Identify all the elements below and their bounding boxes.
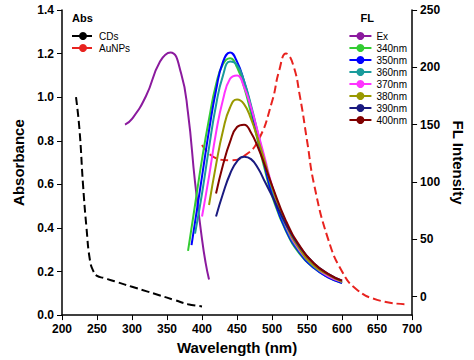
svg-text:FL Intensity: FL Intensity [450,121,467,206]
svg-text:CDs: CDs [99,31,118,42]
svg-text:Absorbance: Absorbance [10,119,27,206]
svg-text:Abs: Abs [72,12,93,24]
svg-text:600: 600 [332,322,352,336]
svg-text:400: 400 [192,322,212,336]
svg-text:350: 350 [157,322,177,336]
svg-text:380nm: 380nm [376,91,407,102]
svg-text:650: 650 [367,322,387,336]
svg-text:0.0: 0.0 [37,308,54,322]
svg-text:200: 200 [420,60,440,74]
svg-text:250: 250 [420,3,440,17]
svg-text:Ex: Ex [376,31,388,42]
svg-text:0: 0 [420,290,427,304]
svg-text:0.8: 0.8 [37,134,54,148]
svg-text:1.0: 1.0 [37,90,54,104]
svg-text:360nm: 360nm [376,67,407,78]
svg-text:AuNPs: AuNPs [99,43,130,54]
svg-text:400nm: 400nm [376,115,407,126]
svg-text:150: 150 [420,118,440,132]
svg-text:1.4: 1.4 [37,3,54,17]
svg-text:250: 250 [87,322,107,336]
svg-text:300: 300 [122,322,142,336]
svg-text:0.4: 0.4 [37,221,54,235]
svg-text:0.2: 0.2 [37,265,54,279]
svg-text:370nm: 370nm [376,79,407,90]
svg-text:340nm: 340nm [376,43,407,54]
svg-text:550: 550 [297,322,317,336]
svg-text:50: 50 [420,232,434,246]
svg-text:Wavelength (nm): Wavelength (nm) [177,339,297,356]
svg-text:0.6: 0.6 [37,177,54,191]
svg-text:FL: FL [361,12,375,24]
svg-text:700: 700 [402,322,422,336]
svg-text:100: 100 [420,175,440,189]
svg-text:350nm: 350nm [376,55,407,66]
svg-text:390nm: 390nm [376,103,407,114]
svg-text:200: 200 [52,322,72,336]
svg-text:500: 500 [262,322,282,336]
svg-text:1.2: 1.2 [37,47,54,61]
svg-text:450: 450 [227,322,247,336]
